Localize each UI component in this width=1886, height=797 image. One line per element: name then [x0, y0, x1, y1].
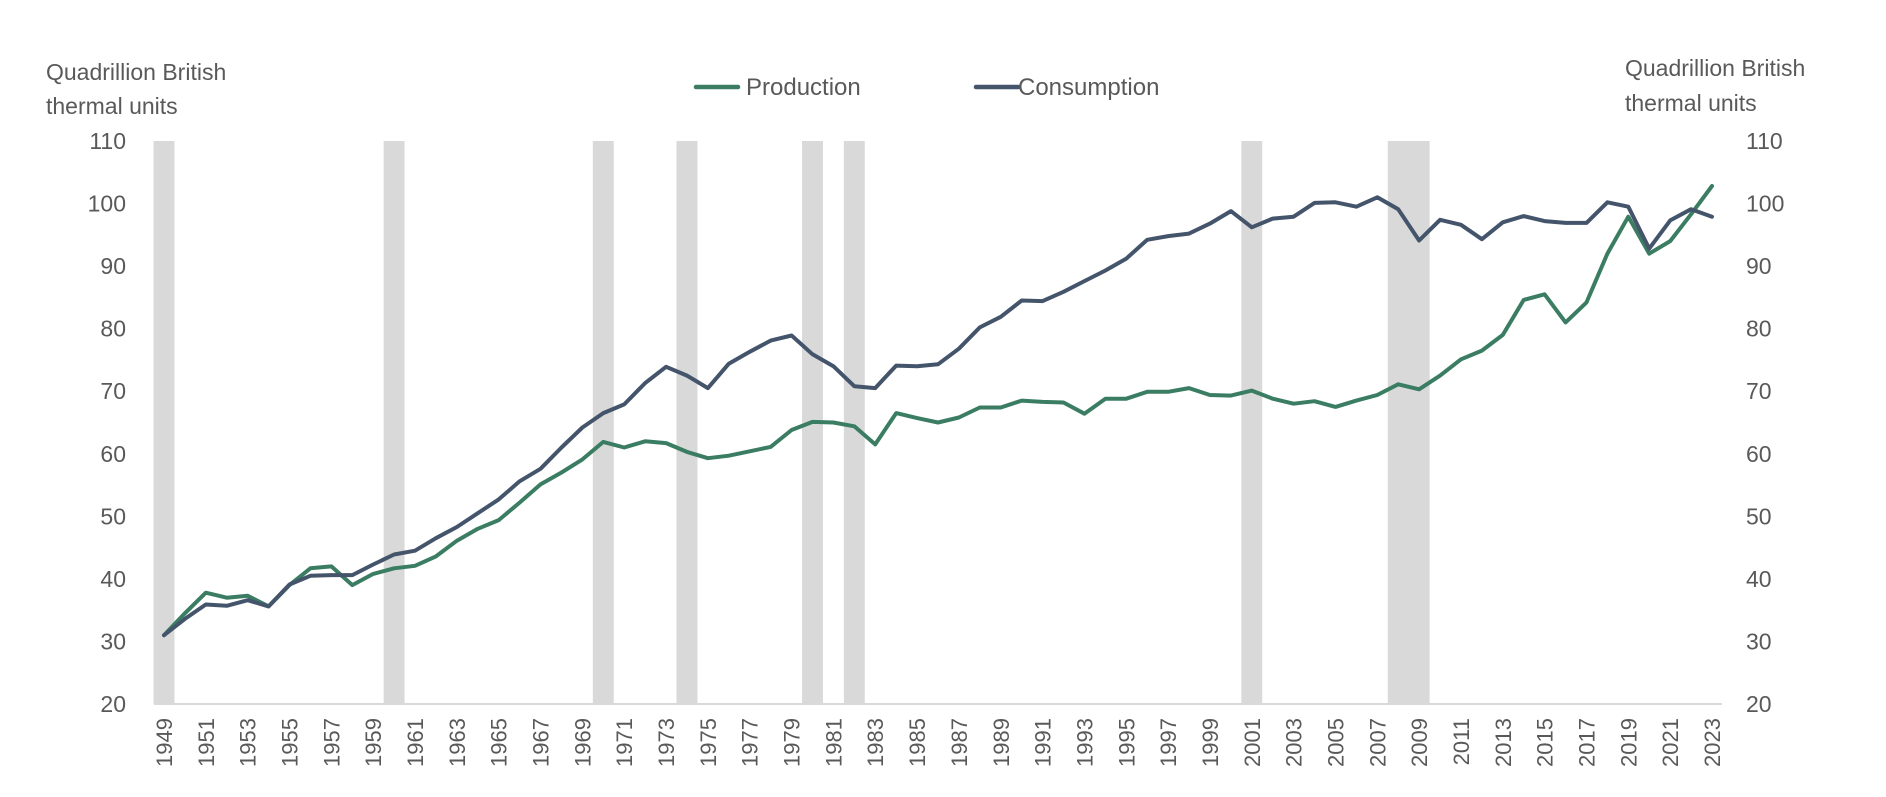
- recession-band-6: [1241, 141, 1263, 704]
- x-tick-label: 1991: [1031, 718, 1056, 767]
- y-right-title-line1: Quadrillion British: [1625, 55, 1805, 81]
- y-left-tick-label: 40: [100, 566, 126, 592]
- x-tick-label: 2013: [1491, 718, 1516, 767]
- y-right-tick-label: 30: [1746, 628, 1772, 654]
- y-left-tick-label: 30: [100, 628, 126, 654]
- x-tick-label: 1977: [738, 718, 763, 767]
- y-left-tick-label: 110: [89, 128, 126, 154]
- x-tick-label: 2001: [1240, 718, 1265, 767]
- x-tick-label: 2019: [1616, 718, 1641, 767]
- x-tick-label: 2023: [1700, 718, 1725, 767]
- x-tick-label: 1985: [905, 718, 930, 767]
- x-tick-label: 2009: [1407, 718, 1432, 767]
- y-left-title-line1: Quadrillion British: [46, 59, 226, 85]
- x-tick-label: 1951: [194, 718, 219, 767]
- y-left-tick-label: 90: [100, 253, 126, 279]
- x-tick-label: 1993: [1072, 718, 1097, 767]
- x-tick-label: 2017: [1574, 718, 1599, 767]
- x-tick-label: 1979: [780, 718, 805, 767]
- x-tick-label: 1967: [529, 718, 554, 767]
- y-left-tick-label: 70: [100, 378, 126, 404]
- axis-titles: Quadrillion British thermal units Quadri…: [46, 55, 1805, 119]
- x-tick-label: 1955: [278, 718, 303, 767]
- x-tick-label: 1999: [1198, 718, 1223, 767]
- recession-band-1: [383, 141, 405, 704]
- legend-label-consumption: Consumption: [1018, 74, 1159, 101]
- y-right-tick-label: 80: [1746, 316, 1772, 342]
- x-tick-label: 2005: [1323, 718, 1348, 767]
- legend-label-production: Production: [746, 74, 861, 101]
- x-tick-label: 1995: [1114, 718, 1139, 767]
- recession-band-0: [153, 141, 175, 704]
- y-right-tick-label: 110: [1746, 128, 1783, 154]
- recession-band-5: [843, 141, 865, 704]
- y-right-tick-label: 60: [1746, 441, 1772, 467]
- series-line-consumption: [162, 195, 1714, 638]
- x-tick-label: 1987: [947, 718, 972, 767]
- y-right-tick-label: 90: [1746, 253, 1772, 279]
- legend: Production Consumption: [693, 74, 1159, 101]
- x-tick-label: 1959: [361, 718, 386, 767]
- y-left-tick-label: 80: [100, 316, 126, 342]
- recession-band-2: [592, 141, 614, 704]
- x-tick-label: 1965: [487, 718, 512, 767]
- x-tick-label: 1997: [1156, 718, 1181, 767]
- x-tick-label: 1983: [863, 718, 888, 767]
- x-tick-label: 1975: [696, 718, 721, 767]
- recession-band-3: [676, 141, 698, 704]
- x-tick-label: 1949: [152, 718, 177, 767]
- x-tick-label: 1963: [445, 718, 470, 767]
- y-right-tick-label: 50: [1746, 503, 1772, 529]
- x-tick-label: 2011: [1449, 718, 1474, 765]
- x-tick-label: 1953: [236, 718, 261, 767]
- x-tick-label: 1989: [989, 718, 1014, 767]
- series-line-production: [162, 184, 1714, 638]
- y-right-tick-label: 100: [1746, 191, 1784, 217]
- y-left-title-line2: thermal units: [46, 93, 178, 119]
- y-left-tick-label: 100: [88, 191, 126, 217]
- x-tick-label: 1957: [319, 718, 344, 767]
- recession-shading-layer: [153, 141, 1430, 704]
- axes-layer: 20 20 30 30 40 40 50 50 60 60 70 70 80 80 90 90 100 100 11…: [88, 128, 1785, 767]
- y-right-tick-label: 40: [1746, 566, 1772, 592]
- y-left-tick-label: 50: [100, 503, 126, 529]
- x-tick-label: 1981: [821, 718, 846, 767]
- x-tick-label: 1969: [570, 718, 595, 767]
- x-tick-label: 2021: [1658, 718, 1683, 767]
- y-left-tick-label: 60: [100, 441, 126, 467]
- y-right-tick-label: 70: [1746, 378, 1772, 404]
- series-layer: [162, 184, 1714, 638]
- y-right-title-line2: thermal units: [1625, 90, 1757, 116]
- y-right-tick-label: 20: [1746, 691, 1772, 717]
- x-tick-label: 1973: [654, 718, 679, 767]
- x-tick-label: 2015: [1533, 718, 1558, 767]
- y-left-tick-label: 20: [100, 691, 126, 717]
- x-tick-label: 1971: [612, 718, 637, 767]
- x-tick-label: 1961: [403, 718, 428, 767]
- x-tick-label: 2003: [1282, 718, 1307, 767]
- x-tick-label: 2007: [1365, 718, 1390, 767]
